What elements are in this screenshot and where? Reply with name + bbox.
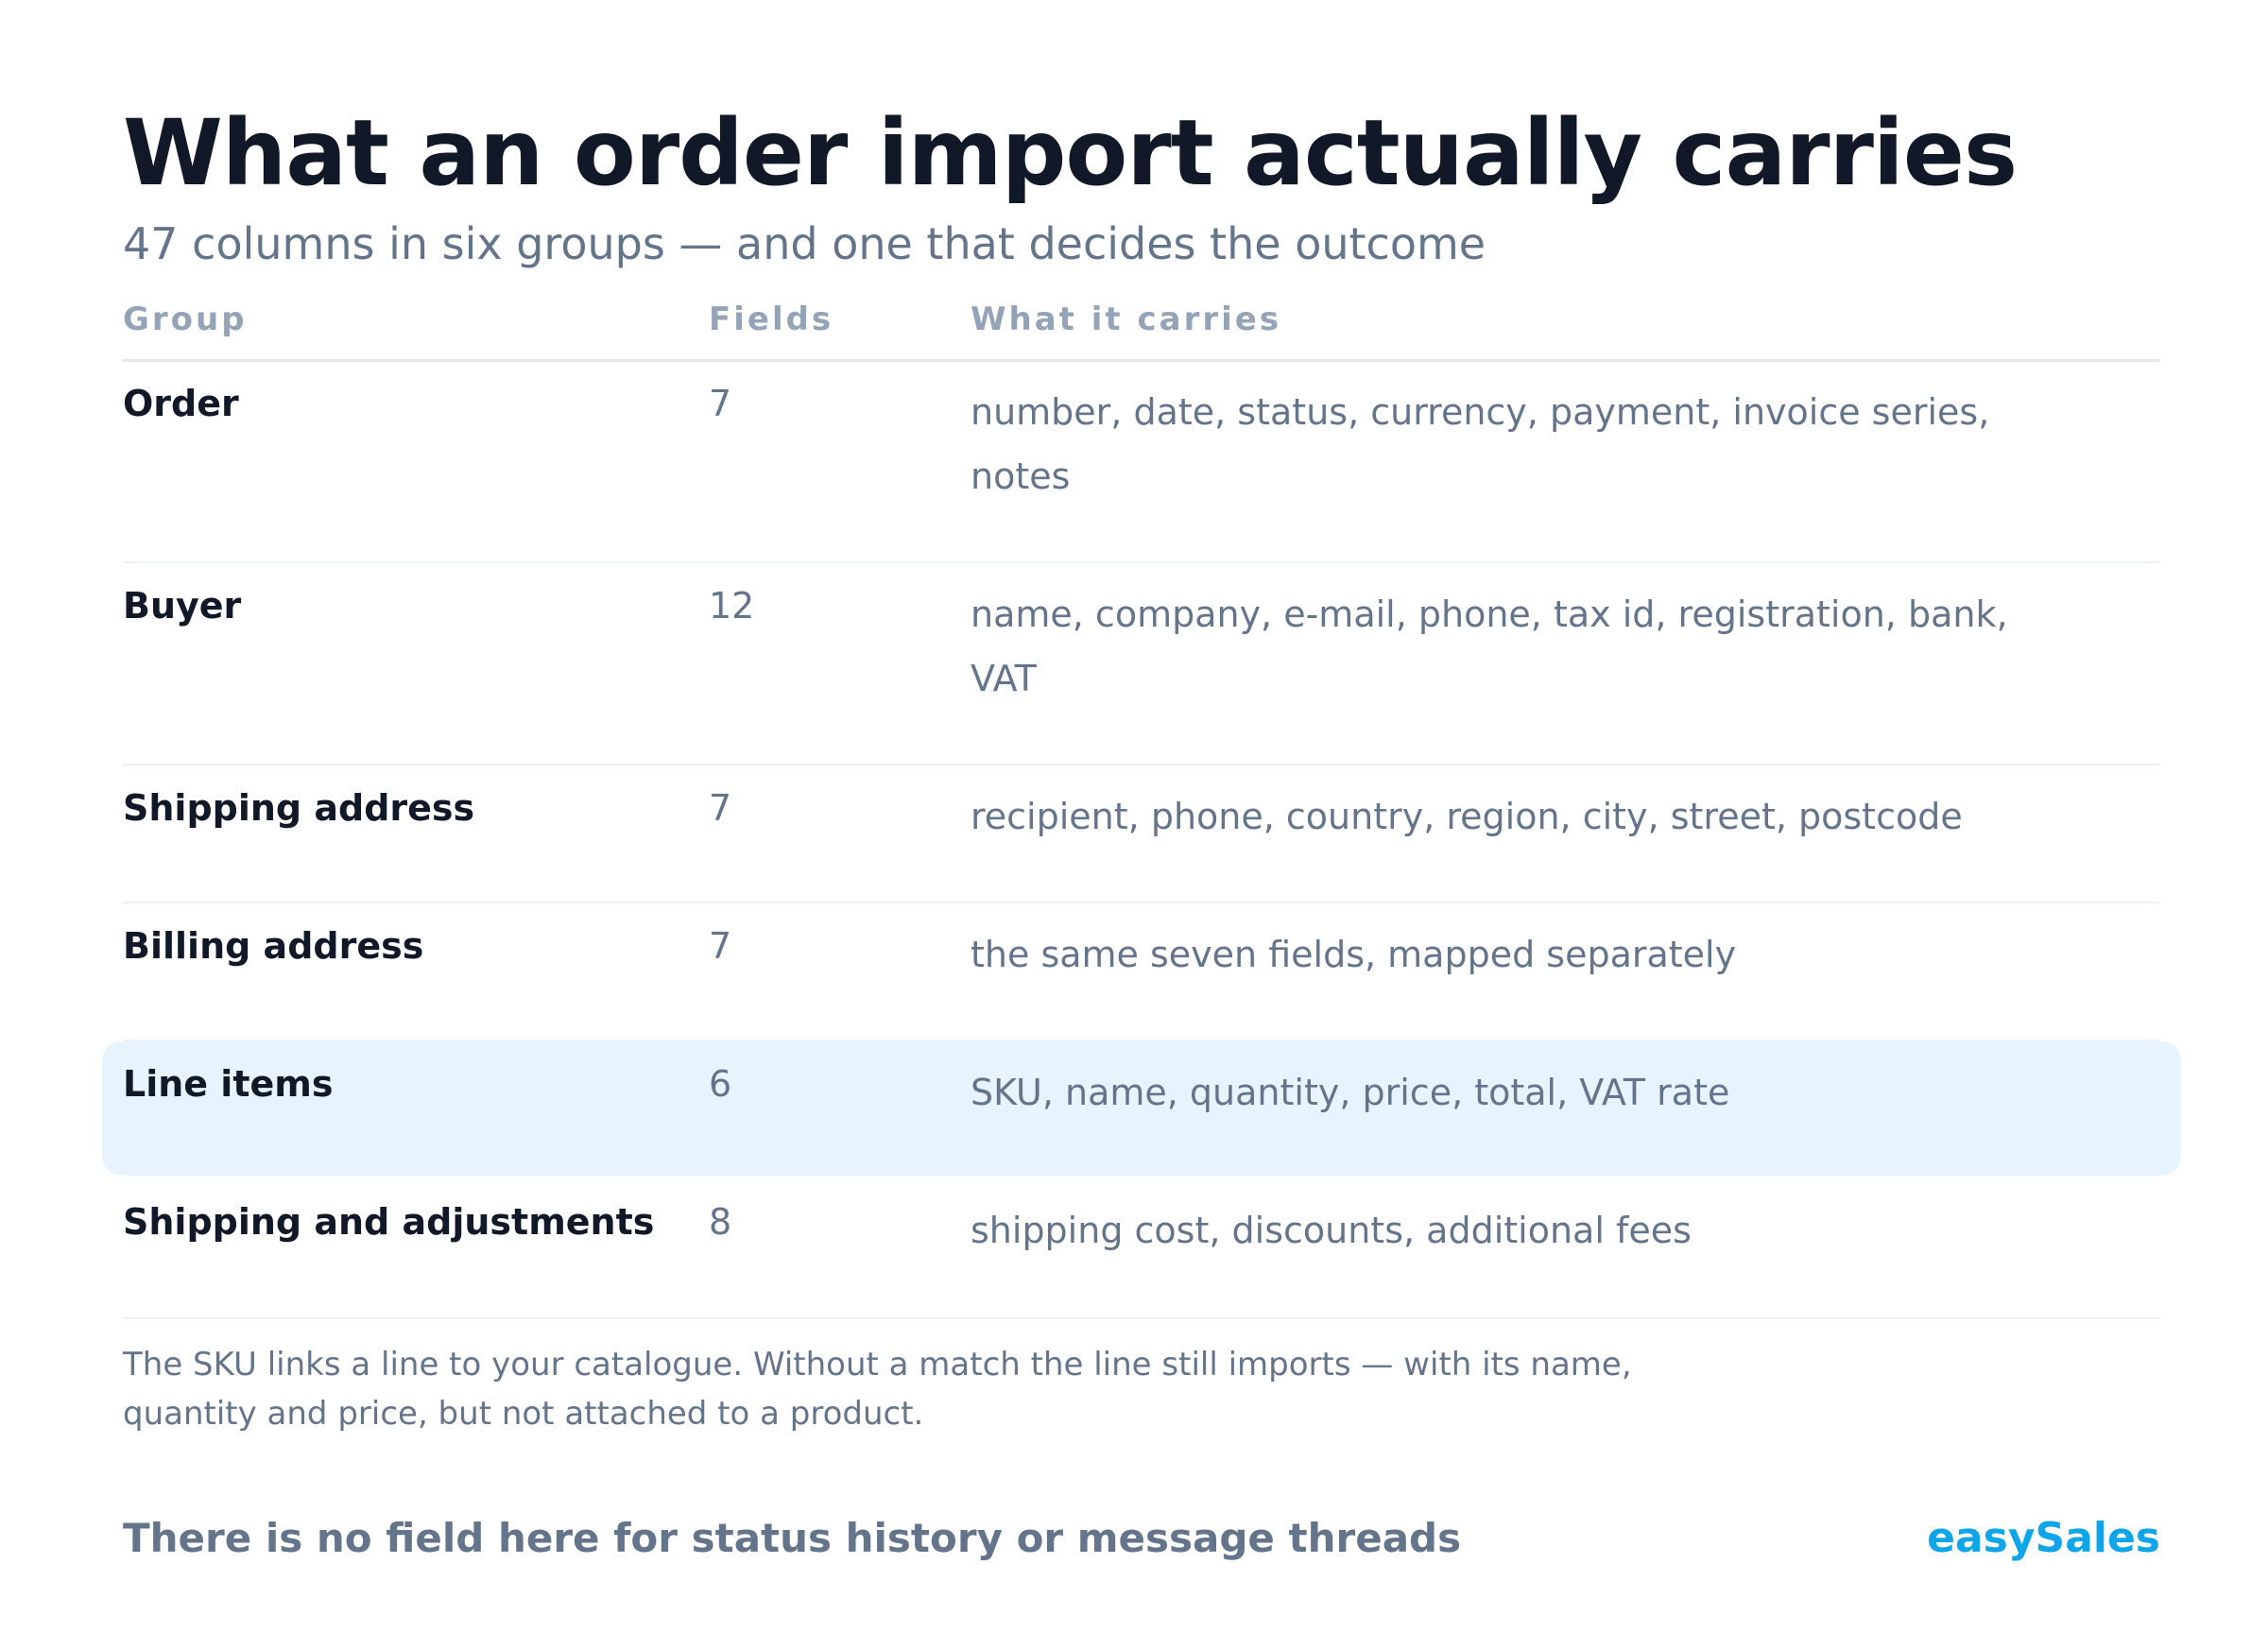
footnote: The SKU links a line to your catalogue. … <box>123 1346 1632 1433</box>
page: What an order import actually carries 47… <box>102 0 2181 1650</box>
row-group: Shipping and adjustments <box>123 1201 655 1243</box>
row-fields: 7 <box>709 925 732 967</box>
row-group: Shipping address <box>123 787 475 829</box>
row-group: Line items <box>123 1063 334 1105</box>
header-fields: Fields <box>709 301 834 338</box>
header-group: Group <box>123 301 248 338</box>
footer-caption: There is no field here for status histor… <box>123 1515 1462 1561</box>
row-carries: SKU, name, quantity, price, total, VAT r… <box>971 1072 1730 1113</box>
table-row-billing-address: Billing address 7 the same seven fields,… <box>123 903 2160 1041</box>
row-carries: recipient, phone, country, region, city,… <box>971 796 1963 837</box>
row-fields: 7 <box>709 383 732 424</box>
page-title: What an order import actually carries <box>123 100 2018 206</box>
row-fields: 7 <box>709 787 732 829</box>
brand-logo: easySales <box>1927 1514 2160 1562</box>
row-carries: shipping cost, discounts, additional fee… <box>971 1210 1692 1251</box>
row-fields: 12 <box>709 585 755 627</box>
page-subtitle: 47 columns in six groups — and one that … <box>123 218 1486 269</box>
table-row-order: Order 7 number, date, status, currency, … <box>123 361 2160 563</box>
table-row-shipping-adjustments: Shipping and adjustments 8 shipping cost… <box>123 1179 2160 1319</box>
row-fields: 6 <box>709 1063 732 1105</box>
table-row-shipping-address: Shipping address 7 recipient, phone, cou… <box>123 765 2160 903</box>
table-row-line-items: Line items 6 SKU, name, quantity, price,… <box>102 1041 2181 1176</box>
row-carries: the same seven fields, mapped separately <box>971 934 1737 975</box>
row-group: Order <box>123 383 239 424</box>
row-group: Buyer <box>123 585 242 627</box>
table-row-buyer: Buyer 12 name, company, e-mail, phone, t… <box>123 563 2160 765</box>
row-fields: 8 <box>709 1201 732 1243</box>
table-header: Group Fields What it carries <box>123 295 2160 362</box>
header-carries: What it carries <box>971 301 1282 338</box>
row-carries: number, date, status, currency, payment,… <box>971 391 1990 497</box>
row-group: Billing address <box>123 925 424 967</box>
row-carries: name, company, e-mail, phone, tax id, re… <box>971 593 2008 699</box>
